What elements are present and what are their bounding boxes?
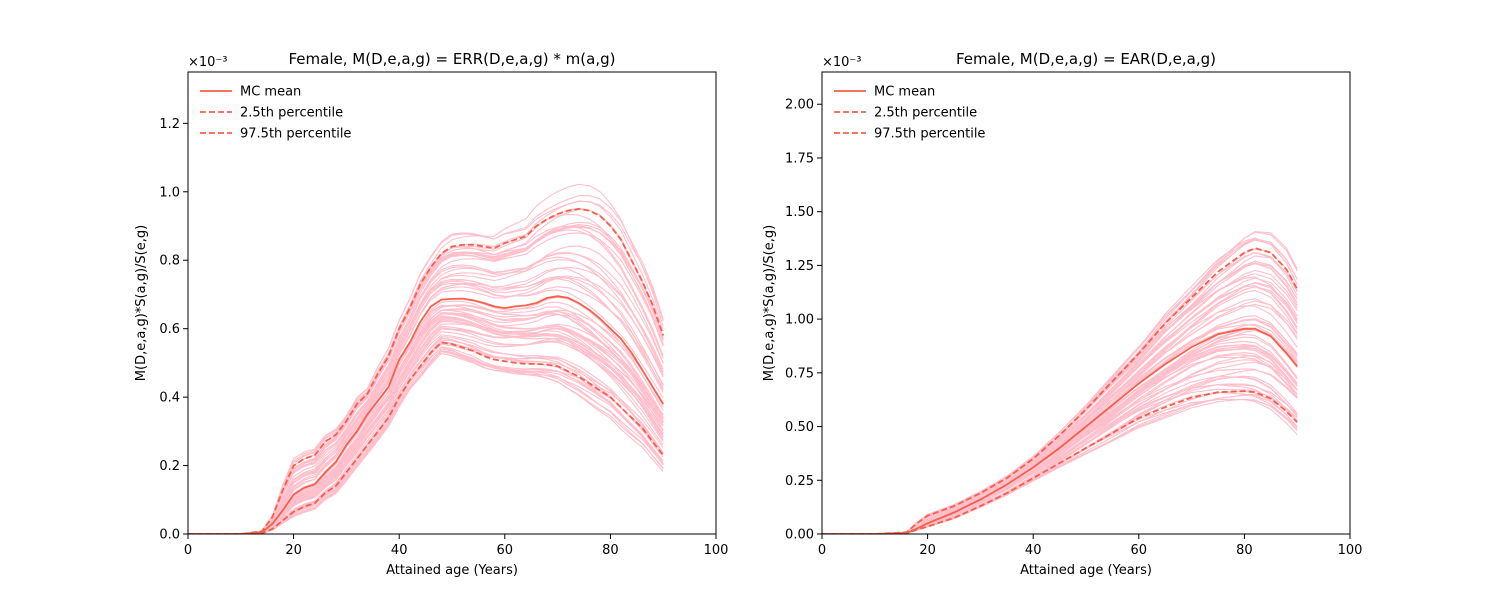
x-tick-label: 80 — [602, 543, 619, 558]
x-tick-label: 100 — [1338, 543, 1363, 558]
y-tick-label: 0.4 — [159, 391, 180, 406]
mc-sample-line — [822, 238, 1298, 534]
x-tick-label: 20 — [285, 543, 302, 558]
mc-sample-line — [188, 304, 664, 534]
legend-label: 2.5th percentile — [240, 106, 343, 121]
y-tick-label: 0.0 — [159, 528, 180, 543]
x-tick-label: 60 — [1131, 543, 1148, 558]
mc-sample-line — [822, 319, 1298, 534]
x-tick-label: 20 — [919, 543, 936, 558]
mc-sample-line — [822, 286, 1298, 534]
mc-sample-line — [188, 337, 664, 534]
legend-label: 97.5th percentile — [874, 127, 985, 142]
chart-title: Female, M(D,e,a,g) = ERR(D,e,a,g) * m(a,… — [289, 50, 616, 68]
mc-sample-line — [188, 278, 664, 534]
x-tick-label: 0 — [184, 543, 192, 558]
legend: MC mean 2.5th percentile 97.5th percentile — [834, 85, 985, 142]
mc-sample-line — [822, 237, 1298, 534]
mc-sample-line — [822, 277, 1298, 534]
left-chart: 0 20 40 60 80 100 0.0 0.2 0.4 0.6 0.8 1.0 1.2 ×10⁻³ Fe… — [134, 50, 728, 578]
y-tick-label: 1.00 — [785, 313, 814, 328]
mc-sample-line — [188, 343, 664, 534]
y-tick-label: 1.50 — [785, 205, 814, 220]
y-tick-label: 1.2 — [159, 117, 180, 132]
axes-frame — [821, 71, 1351, 535]
mc-sample-line — [822, 286, 1298, 534]
plot-area — [822, 231, 1298, 534]
percentile-97-5-line — [822, 247, 1298, 534]
mc-sample-line — [188, 319, 664, 534]
x-tick-label: 100 — [704, 543, 729, 558]
x-tick-label: 80 — [1236, 543, 1253, 558]
right-chart: 0 20 40 60 80 100 0.00 0.25 0.50 0.75 1.00 1.25 1.50… — [762, 50, 1362, 578]
mc-sample-line — [188, 304, 664, 534]
mc-sample-line — [188, 312, 664, 534]
plot-area — [188, 183, 665, 534]
legend-label: MC mean — [874, 85, 935, 100]
mc-sample-line — [188, 209, 664, 534]
x-tick-label: 0 — [818, 543, 826, 558]
percentile-2-5-line — [822, 390, 1298, 534]
axes-frame — [187, 71, 717, 535]
mc-sample-line — [822, 263, 1298, 534]
y-multiplier-label: ×10⁻³ — [188, 55, 228, 70]
y-tick-label: 1.0 — [159, 185, 180, 200]
legend-label: 2.5th percentile — [874, 106, 977, 121]
mc-sample-line — [822, 239, 1298, 534]
mc-sample-line — [822, 282, 1298, 534]
mc-sample-line — [188, 350, 664, 534]
legend-label: 97.5th percentile — [240, 127, 351, 142]
mc-mean-line — [188, 295, 664, 534]
y-tick-label: 0.75 — [785, 366, 814, 381]
mc-mean-line — [822, 327, 1298, 534]
x-tick-label: 40 — [1025, 543, 1042, 558]
mc-sample-line — [822, 262, 1298, 534]
mc-sample-line — [822, 319, 1298, 534]
y-tick-label: 0.25 — [785, 474, 814, 489]
y-tick-label: 1.75 — [785, 151, 814, 166]
mc-sample-line — [822, 327, 1298, 534]
y-tick-label: 0.2 — [159, 459, 180, 474]
y-tick-label: 0.6 — [159, 322, 180, 337]
y-tick-label: 2.00 — [785, 98, 814, 113]
y-axis-label: M(D,e,a,g)*S(a,g)/S(e,g) — [762, 225, 777, 381]
x-axis-label: Attained age (Years) — [1020, 563, 1152, 578]
mc-sample-line — [822, 318, 1298, 534]
mc-sample-line — [822, 281, 1298, 534]
mc-sample-line — [188, 256, 664, 534]
y-tick-label: 0.50 — [785, 420, 814, 435]
percentile-2-5-line — [188, 341, 664, 534]
mc-sample-line — [822, 238, 1298, 534]
y-multiplier-label: ×10⁻³ — [822, 55, 862, 70]
mc-sample-line — [822, 298, 1298, 534]
x-axis-label: Attained age (Years) — [386, 563, 518, 578]
x-tick-label: 40 — [391, 543, 408, 558]
mc-sample-line — [822, 262, 1298, 534]
percentile-97-5-line — [188, 207, 665, 534]
legend-label: MC mean — [240, 85, 301, 100]
mc-sample-line — [822, 276, 1298, 534]
chart-title: Female, M(D,e,a,g) = EAR(D,e,a,g) — [956, 50, 1216, 68]
x-tick-label: 60 — [497, 543, 514, 558]
mc-sample-line — [188, 336, 664, 534]
mc-sample-line — [188, 348, 664, 534]
legend: MC mean 2.5th percentile 97.5th percentile — [200, 85, 351, 142]
y-tick-label: 0.8 — [159, 254, 180, 269]
y-tick-label: 1.25 — [785, 259, 814, 274]
y-tick-label: 0.00 — [785, 528, 814, 543]
y-axis-label: M(D,e,a,g)*S(a,g)/S(e,g) — [134, 225, 149, 381]
